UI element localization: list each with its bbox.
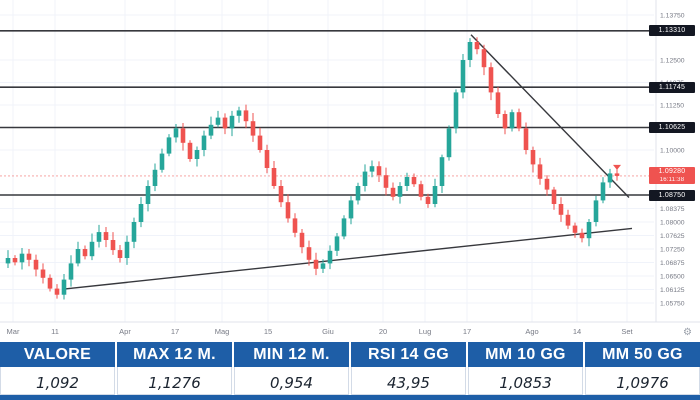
table-header-mm50: MM 50 GG (585, 342, 700, 367)
svg-text:1.10000: 1.10000 (660, 147, 685, 154)
level-price-badge-1: 1.11745 (649, 81, 695, 93)
svg-text:Giu: Giu (322, 327, 334, 336)
svg-text:1.05750: 1.05750 (660, 300, 685, 307)
svg-text:Mag: Mag (215, 327, 230, 336)
svg-text:1.06125: 1.06125 (660, 287, 685, 294)
level-price-badge-0: 1.13310 (649, 25, 695, 37)
chart-svg[interactable]: 1.137501.125001.118751.112501.100001.083… (0, 0, 700, 342)
svg-text:Lug: Lug (419, 327, 432, 336)
table-col-max12m: MAX 12 M. 1,1276 (117, 342, 232, 395)
level-price-badge-2: 1.10625 (649, 122, 695, 133)
settings-gear-icon[interactable]: ⚙ (683, 327, 692, 338)
table-col-min12m: MIN 12 M. 0,954 (234, 342, 349, 395)
candlestick-chart[interactable]: 1.137501.125001.118751.112501.100001.083… (0, 0, 700, 342)
table-header-mm10: MM 10 GG (468, 342, 583, 367)
level-price-badge-3: 1.08750 (649, 189, 695, 201)
current-price-badge: 1.09280 16:11:38 (649, 167, 695, 185)
table-col-mm10: MM 10 GG 1,0853 (468, 342, 583, 395)
table-col-valore: VALORE 1,092 (0, 342, 115, 395)
table-header-max12m: MAX 12 M. (117, 342, 232, 367)
svg-text:15: 15 (264, 327, 272, 336)
svg-text:11: 11 (51, 327, 59, 336)
table-value-rsi14: 43,95 (351, 367, 466, 395)
svg-text:Mar: Mar (7, 327, 20, 336)
svg-text:1.06875: 1.06875 (660, 260, 685, 267)
svg-text:1.11250: 1.11250 (660, 102, 684, 109)
svg-text:1.12500: 1.12500 (660, 57, 685, 64)
svg-text:1.13750: 1.13750 (660, 12, 685, 19)
table-col-mm50: MM 50 GG 1,0976 (585, 342, 700, 395)
table-header-valore: VALORE (0, 342, 115, 367)
svg-text:1.08000: 1.08000 (660, 219, 685, 226)
table-value-valore: 1,092 (0, 367, 115, 395)
svg-text:1.07250: 1.07250 (660, 246, 685, 253)
table-value-mm10: 1,0853 (468, 367, 583, 395)
current-price-timer: 16:11:38 (659, 177, 685, 184)
table-value-mm50: 1,0976 (585, 367, 700, 395)
table-value-min12m: 0,954 (234, 367, 349, 395)
svg-text:Apr: Apr (119, 327, 131, 336)
svg-text:1.07625: 1.07625 (660, 233, 685, 240)
svg-text:Set: Set (621, 327, 633, 336)
svg-text:17: 17 (171, 327, 179, 336)
current-price-value: 1.09280 (658, 168, 686, 176)
table-col-rsi14: RSI 14 GG 43,95 (351, 342, 466, 395)
table-value-max12m: 1,1276 (117, 367, 232, 395)
svg-text:1.06500: 1.06500 (660, 273, 685, 280)
summary-table: VALORE 1,092 MAX 12 M. 1,1276 MIN 12 M. … (0, 342, 700, 400)
svg-text:20: 20 (379, 327, 387, 336)
svg-text:1.08375: 1.08375 (660, 206, 685, 213)
table-header-rsi14: RSI 14 GG (351, 342, 466, 367)
svg-text:Ago: Ago (525, 327, 538, 336)
svg-text:17: 17 (463, 327, 471, 336)
svg-text:14: 14 (573, 327, 581, 336)
table-header-min12m: MIN 12 M. (234, 342, 349, 367)
